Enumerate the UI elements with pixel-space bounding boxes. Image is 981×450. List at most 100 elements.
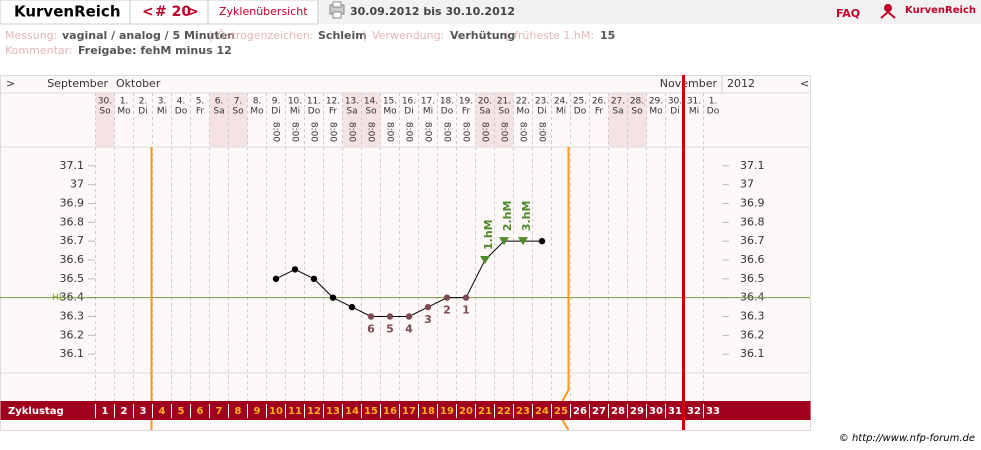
weekend-shade bbox=[342, 93, 362, 147]
cycle-day: 5 bbox=[178, 406, 185, 417]
date-label: 20. bbox=[478, 97, 492, 107]
cycle-end-line bbox=[561, 147, 570, 431]
date-label: 18. bbox=[440, 97, 454, 107]
date-label: 17. bbox=[421, 97, 435, 107]
temperature-point bbox=[272, 275, 280, 283]
chart: > September Oktober November 2012 <30.So1.Mo2… bbox=[0, 75, 811, 431]
cycle-day: 27 bbox=[592, 406, 606, 417]
brand-icon bbox=[880, 4, 896, 19]
time-label: 8:00 bbox=[499, 122, 509, 142]
cycle-day: 28 bbox=[611, 406, 625, 417]
date-label: 26. bbox=[592, 97, 606, 107]
date-label: 2. bbox=[139, 97, 148, 107]
date-label: 29. bbox=[649, 97, 663, 107]
print-icon[interactable] bbox=[329, 1, 345, 19]
date-label: 7. bbox=[234, 97, 243, 107]
cycle-day: 9 bbox=[254, 406, 261, 417]
nav-right[interactable]: < bbox=[800, 77, 809, 90]
count-point bbox=[386, 313, 394, 320]
date-label: 13. bbox=[345, 97, 359, 107]
y-tick-label: 37.1 bbox=[740, 159, 765, 172]
overview-link[interactable]: Zyklenübersicht bbox=[219, 5, 308, 18]
date-range: 30.09.2012 bis 30.10.2012 bbox=[350, 5, 515, 18]
weekday-label: Mo bbox=[383, 107, 397, 117]
y-tick-label: 36.7 bbox=[60, 234, 85, 247]
cycle-day: 4 bbox=[159, 406, 166, 417]
y-tick-label: 36.2 bbox=[740, 328, 765, 341]
count-label: 4 bbox=[405, 323, 413, 336]
cycle-day: 14 bbox=[345, 406, 359, 417]
cycle-day: 10 bbox=[269, 406, 283, 417]
count-label: 6 bbox=[367, 323, 375, 336]
cycle-day: 2 bbox=[121, 406, 128, 417]
cycle-day: 31 bbox=[668, 406, 682, 417]
faq-link[interactable]: FAQ bbox=[836, 7, 860, 20]
time-label: 8:00 bbox=[347, 122, 357, 142]
weekday-label: Di bbox=[271, 107, 280, 117]
cycle-day: 18 bbox=[421, 406, 435, 417]
date-label: 9. bbox=[272, 97, 281, 107]
time-label: 8:00 bbox=[518, 122, 528, 142]
nav-left[interactable]: > bbox=[6, 77, 15, 90]
date-label: 6. bbox=[215, 97, 224, 107]
cycle-day: 23 bbox=[516, 406, 530, 417]
time-label: 8:00 bbox=[366, 122, 376, 142]
cycle-day: 1 bbox=[102, 406, 109, 417]
cycle-day: 20 bbox=[459, 406, 473, 417]
weekend-shade bbox=[361, 93, 381, 147]
weekday-label: Mi bbox=[689, 107, 699, 117]
cycle-day: 19 bbox=[440, 406, 454, 417]
y-tick-label: 36.5 bbox=[60, 272, 85, 285]
temperature-point bbox=[329, 294, 337, 301]
cycle-day: 12 bbox=[307, 406, 321, 417]
temperature-point bbox=[291, 266, 299, 273]
cycle-day: 8 bbox=[235, 406, 242, 417]
date-label: 12. bbox=[326, 97, 340, 107]
time-label: 8:00 bbox=[290, 122, 300, 142]
y-tick-label: 36.6 bbox=[740, 253, 765, 266]
weekday-label: Mo bbox=[250, 107, 264, 117]
weekday-label: Sa bbox=[213, 107, 224, 117]
separator: | bbox=[363, 29, 367, 42]
time-label: 8:00 bbox=[328, 122, 338, 142]
date-label: 31. bbox=[687, 97, 701, 107]
date-label: 28. bbox=[630, 97, 644, 107]
date-label: 14. bbox=[364, 97, 378, 107]
info-label: Messung: bbox=[5, 29, 57, 42]
weekday-label: Mi bbox=[290, 107, 300, 117]
weekday-label: So bbox=[365, 107, 377, 117]
count-point bbox=[405, 313, 413, 320]
weekday-label: Mo bbox=[117, 107, 131, 117]
cycle-day: 16 bbox=[383, 406, 397, 417]
cycle-day: 24 bbox=[535, 406, 549, 417]
nav-next[interactable]: > bbox=[187, 4, 199, 20]
date-label: 1. bbox=[709, 97, 718, 107]
temperature-point bbox=[538, 237, 546, 245]
separator: | bbox=[209, 29, 213, 42]
cycle-day: 15 bbox=[364, 406, 378, 417]
y-tick-label: 36.1 bbox=[60, 347, 85, 360]
month-label: November bbox=[660, 77, 718, 90]
y-tick-label: 36.8 bbox=[60, 215, 85, 228]
weekday-label: Fr bbox=[595, 107, 604, 117]
month-label: September bbox=[47, 77, 108, 90]
weekday-label: Fr bbox=[462, 107, 471, 117]
weekday-label: So bbox=[631, 107, 643, 117]
date-label: 19. bbox=[459, 97, 473, 107]
count-label: 5 bbox=[386, 323, 394, 336]
count-point bbox=[443, 294, 451, 301]
temperature-point bbox=[310, 275, 318, 283]
info-value: Verhütung bbox=[450, 29, 515, 42]
weekday-label: So bbox=[498, 107, 510, 117]
nav-prev[interactable]: < bbox=[142, 4, 154, 20]
date-label: 23. bbox=[535, 97, 549, 107]
cycle-day: 11 bbox=[288, 406, 302, 417]
y-tick-label: 36.6 bbox=[60, 253, 85, 266]
weekday-label: Do bbox=[707, 107, 720, 117]
date-label: 21. bbox=[497, 97, 511, 107]
time-label: 8:00 bbox=[423, 122, 433, 142]
cycle-day: 6 bbox=[197, 406, 204, 417]
cycle-day: 22 bbox=[497, 406, 511, 417]
cycle-day: 33 bbox=[706, 406, 720, 417]
month-label: Oktober bbox=[116, 77, 161, 90]
